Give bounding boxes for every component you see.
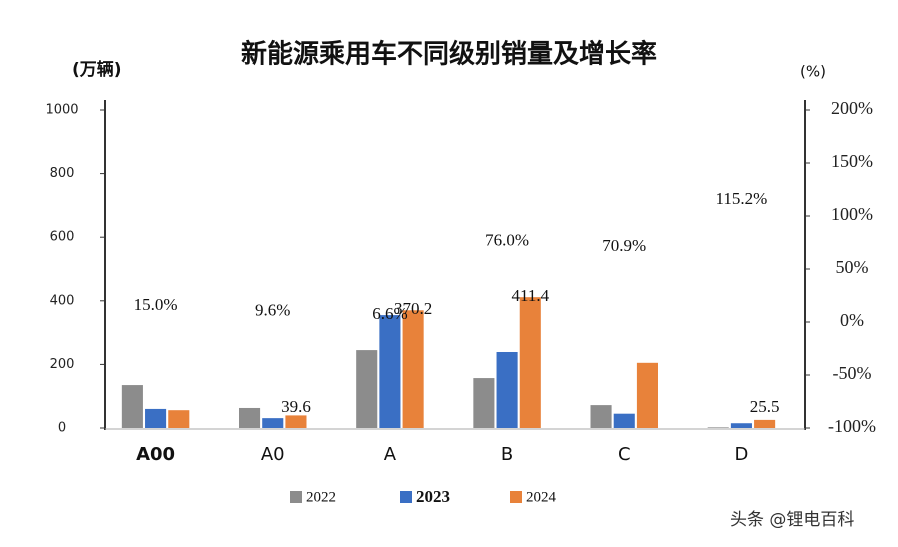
bar (379, 315, 401, 428)
data-label: 25.5 (750, 397, 780, 416)
y2-tick-label: 100% (831, 204, 873, 224)
bar (590, 405, 612, 428)
data-label: 39.6 (281, 397, 311, 416)
y2-tick-label: 150% (831, 151, 873, 171)
bar (356, 350, 378, 428)
bar (473, 378, 495, 428)
legend-label: 2022 (306, 489, 336, 505)
bar (168, 410, 190, 428)
x-tick-label: A00 (136, 444, 175, 465)
growth-label: 115.2% (716, 189, 768, 208)
growth-label: 70.9% (602, 236, 646, 255)
x-tick-label: D (734, 444, 748, 465)
bar (519, 297, 541, 428)
y2-tick-label: -100% (828, 416, 876, 436)
y-tick-label: 400 (50, 293, 75, 308)
x-tick-label: B (501, 444, 513, 465)
bar (402, 310, 424, 428)
legend-swatch (510, 491, 522, 503)
bar (730, 423, 752, 428)
y-axis-label: (万辆) (72, 59, 122, 80)
y-tick-label: 1000 (45, 103, 78, 118)
chart-title: 新能源乘用车不同级别销量及增长率 (241, 39, 657, 70)
bar (262, 418, 284, 428)
watermark: 头条 @锂电百科 (730, 510, 854, 530)
y2-tick-label: 200% (831, 98, 873, 118)
legend-swatch (400, 491, 412, 503)
y2-tick-label: 0% (840, 310, 864, 330)
y-tick-label: 600 (50, 230, 75, 245)
bar (707, 427, 729, 428)
y2-axis-label: (%) (800, 63, 826, 81)
bar (121, 385, 143, 428)
bar (496, 351, 518, 428)
bar (239, 407, 261, 428)
x-tick-label: A0 (261, 444, 285, 465)
growth-label: 15.0% (134, 295, 178, 314)
y-tick-label: 800 (50, 166, 75, 181)
legend-label: 2023 (416, 487, 450, 506)
legend-label: 2024 (526, 489, 557, 505)
x-tick-label: A (384, 444, 397, 465)
bar (636, 362, 658, 428)
growth-label: 6.6% (372, 304, 407, 323)
data-label: 370.2 (394, 299, 432, 318)
growth-label: 9.6% (255, 301, 290, 320)
y2-tick-label: -50% (833, 363, 872, 383)
bar (754, 419, 776, 428)
y2-tick-label: 50% (836, 257, 869, 277)
bar (613, 413, 635, 428)
y-tick-label: 0 (58, 421, 66, 436)
legend-swatch (290, 491, 302, 503)
growth-label: 76.0% (485, 230, 529, 249)
bar (145, 408, 167, 428)
data-label: 411.4 (511, 286, 549, 305)
bar (285, 415, 307, 428)
y-tick-label: 200 (50, 357, 75, 372)
x-tick-label: C (618, 444, 631, 465)
